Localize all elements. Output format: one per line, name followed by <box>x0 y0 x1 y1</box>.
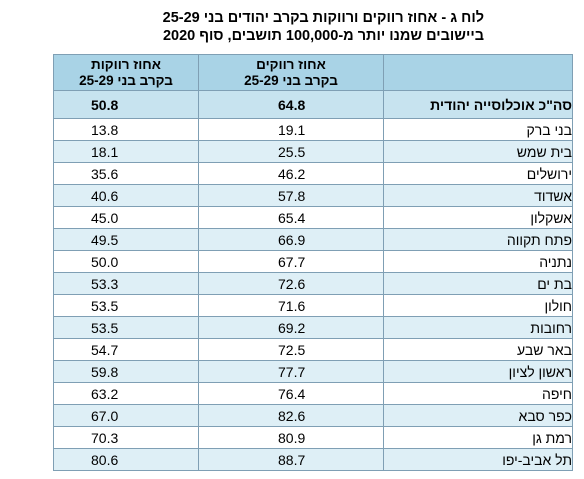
city-cell: תל אביב-יפו <box>383 448 573 471</box>
women-cell: 67.0 <box>53 404 199 427</box>
table-row: כפר סבא 82.6 67.0 <box>53 404 573 427</box>
city-cell: באר שבע <box>383 338 573 361</box>
table-row: ירושלים 46.2 35.6 <box>53 162 573 185</box>
women-cell: 80.6 <box>53 448 199 471</box>
city-cell: פתח תקווה <box>383 228 573 251</box>
women-cell: 13.8 <box>53 118 199 141</box>
table-row: אשקלון 65.4 45.0 <box>53 206 573 229</box>
women-cell: 54.7 <box>53 338 199 361</box>
table-row: נתניה 67.7 50.0 <box>53 250 573 273</box>
men-cell: 67.7 <box>198 250 384 273</box>
women-cell: 40.6 <box>53 184 199 207</box>
women-cell: 49.5 <box>53 228 199 251</box>
table-row: באר שבע 72.5 54.7 <box>53 338 573 361</box>
total-women-cell: 50.8 <box>53 90 199 119</box>
total-city-cell: סה"כ אוכלוסייה יהודית <box>383 90 573 119</box>
women-cell: 18.1 <box>53 140 199 163</box>
city-cell: נתניה <box>383 250 573 273</box>
men-cell: 25.5 <box>198 140 384 163</box>
men-cell: 65.4 <box>198 206 384 229</box>
city-cell: רמת גן <box>383 426 573 449</box>
city-cell: ראשון לציון <box>383 360 573 383</box>
header-city <box>383 54 573 91</box>
city-cell: אשדוד <box>383 184 573 207</box>
table-row: תל אביב-יפו 88.7 80.6 <box>53 448 573 471</box>
city-cell: אשקלון <box>383 206 573 229</box>
total-row: סה"כ אוכלוסייה יהודית 64.8 50.8 <box>53 90 573 119</box>
table-row: רמת גן 80.9 70.3 <box>53 426 573 449</box>
table-row: ראשון לציון 77.7 59.8 <box>53 360 573 383</box>
table-row: פתח תקווה 66.9 49.5 <box>53 228 573 251</box>
women-cell: 63.2 <box>53 382 199 405</box>
table-row: אשדוד 57.8 40.6 <box>53 184 573 207</box>
men-cell: 72.6 <box>198 272 384 295</box>
city-cell: בית שמש <box>383 140 573 163</box>
men-cell: 66.9 <box>198 228 384 251</box>
men-cell: 88.7 <box>198 448 384 471</box>
header-women-line-2: בקרב בני 25-29 <box>79 72 173 88</box>
city-cell: ירושלים <box>383 162 573 185</box>
table-row: בית שמש 25.5 18.1 <box>53 140 573 163</box>
men-cell: 82.6 <box>198 404 384 427</box>
city-cell: בת ים <box>383 272 573 295</box>
men-cell: 76.4 <box>198 382 384 405</box>
table-title: לוח ג - אחוז רווקים ורווקות בקרב יהודים … <box>84 9 484 45</box>
women-cell: 53.5 <box>53 294 199 317</box>
table-row: חולון 71.6 53.5 <box>53 294 573 317</box>
city-cell: כפר סבא <box>383 404 573 427</box>
table-row: בני ברק 19.1 13.8 <box>53 118 573 141</box>
women-cell: 50.0 <box>53 250 199 273</box>
men-cell: 71.6 <box>198 294 384 317</box>
singles-table: אחוז רווקים בקרב בני 25-29 אחוז רווקות ב… <box>53 54 573 471</box>
men-cell: 19.1 <box>198 118 384 141</box>
women-cell: 45.0 <box>53 206 199 229</box>
table-row: רחובות 69.2 53.5 <box>53 316 573 339</box>
header-men: אחוז רווקים בקרב בני 25-29 <box>198 54 384 91</box>
city-cell: חולון <box>383 294 573 317</box>
table-row: חיפה 76.4 63.2 <box>53 382 573 405</box>
title-line-2: ביישובים שמנו יותר מ-100,000 תושבים, סוף… <box>162 28 484 44</box>
men-cell: 77.7 <box>198 360 384 383</box>
header-men-line-1: אחוז רווקים <box>256 56 326 72</box>
women-cell: 53.3 <box>53 272 199 295</box>
men-cell: 72.5 <box>198 338 384 361</box>
city-cell: חיפה <box>383 382 573 405</box>
header-men-line-2: בקרב בני 25-29 <box>244 72 338 88</box>
title-line-1: לוח ג - אחוז רווקים ורווקות בקרב יהודים … <box>162 10 484 26</box>
men-cell: 69.2 <box>198 316 384 339</box>
city-cell: בני ברק <box>383 118 573 141</box>
women-cell: 59.8 <box>53 360 199 383</box>
women-cell: 70.3 <box>53 426 199 449</box>
table-row: בת ים 72.6 53.3 <box>53 272 573 295</box>
header-women-line-1: אחוז רווקות <box>91 56 161 72</box>
women-cell: 35.6 <box>53 162 199 185</box>
men-cell: 57.8 <box>198 184 384 207</box>
city-cell: רחובות <box>383 316 573 339</box>
total-men-cell: 64.8 <box>198 90 384 119</box>
header-women: אחוז רווקות בקרב בני 25-29 <box>53 54 199 91</box>
women-cell: 53.5 <box>53 316 199 339</box>
men-cell: 46.2 <box>198 162 384 185</box>
header-row: אחוז רווקים בקרב בני 25-29 אחוז רווקות ב… <box>53 54 573 91</box>
men-cell: 80.9 <box>198 426 384 449</box>
